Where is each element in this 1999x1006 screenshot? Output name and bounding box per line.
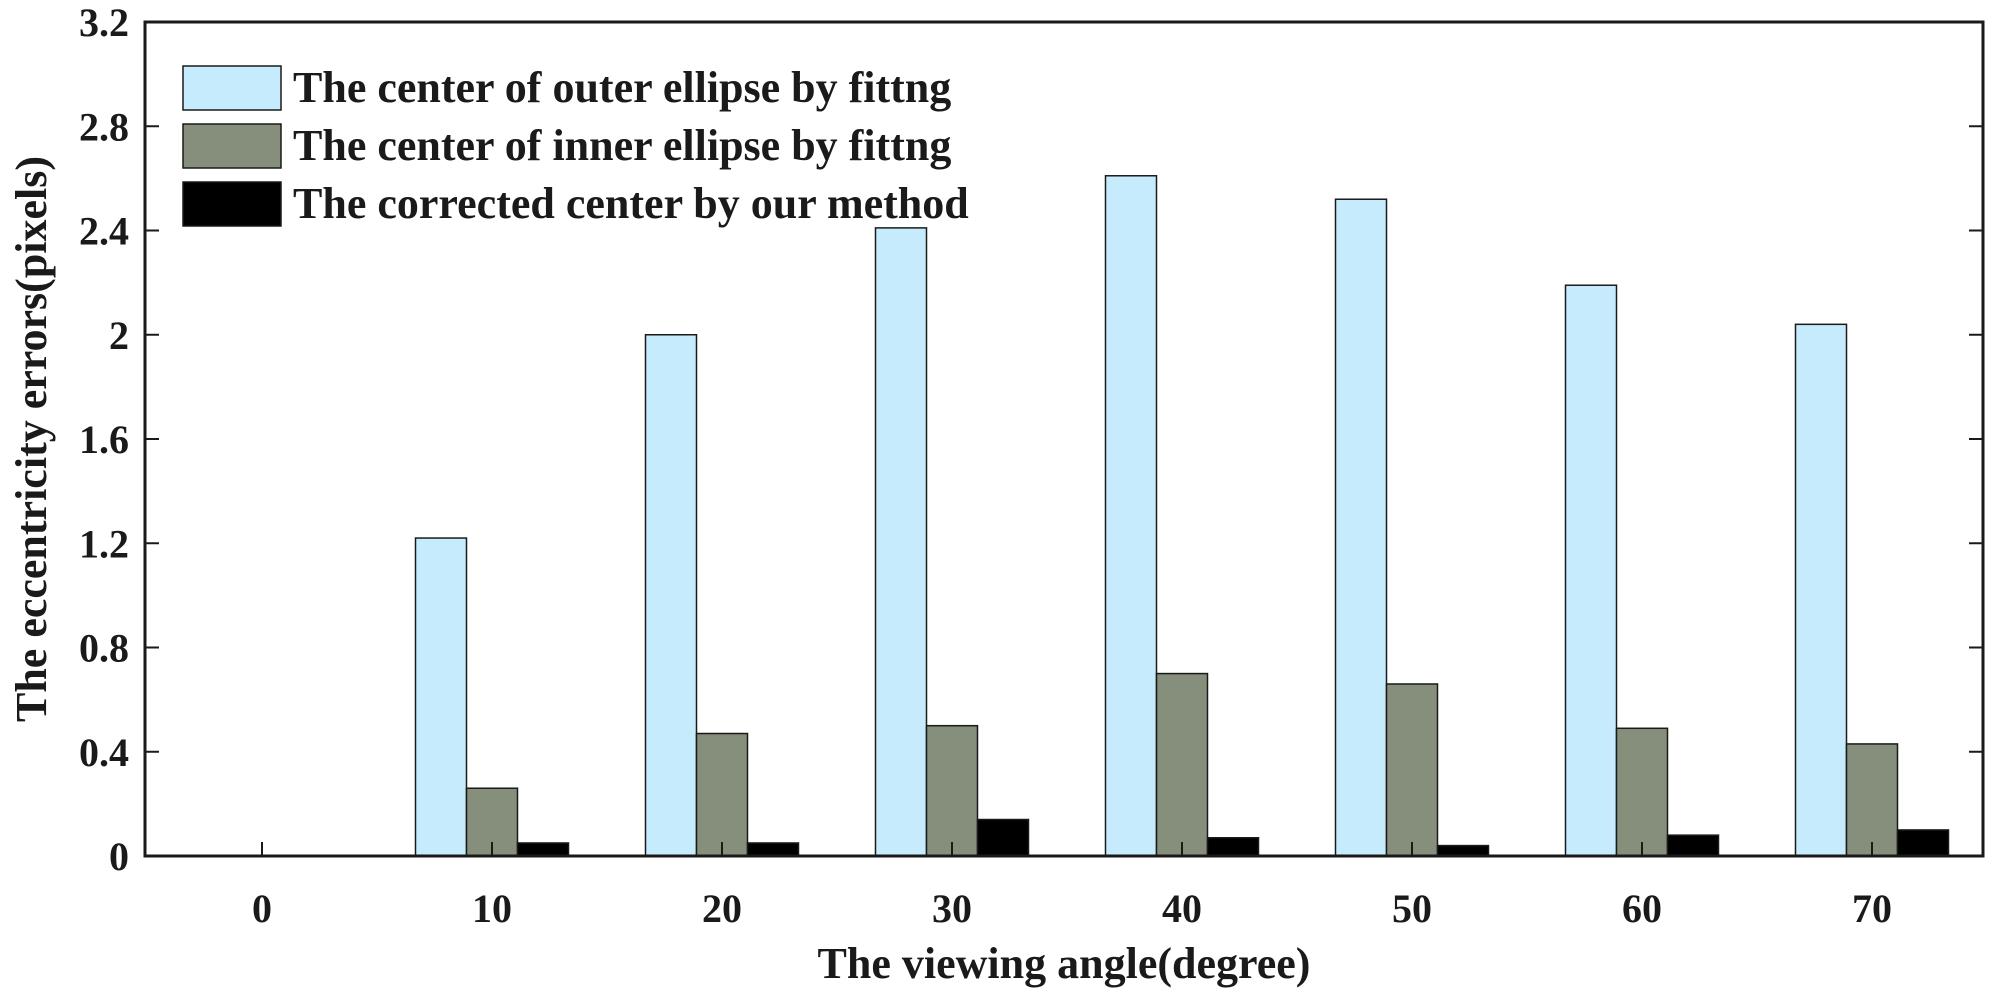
bar-1-70 [1794, 323, 1848, 857]
bar-2-30 [925, 724, 979, 857]
bars-layer [414, 175, 1950, 857]
x-tick-label: 40 [1162, 886, 1202, 931]
legend-label-3: The corrected center by our method [293, 179, 969, 228]
bar-3-50 [1436, 844, 1490, 857]
x-tick-label: 10 [472, 886, 512, 931]
legend-label-2: The center of inner ellipse by fittng [293, 121, 951, 170]
bar-3-70 [1896, 829, 1950, 857]
x-tick-label: 20 [702, 886, 742, 931]
bar-1-60 [1564, 284, 1618, 857]
x-tick-label: 50 [1392, 886, 1432, 931]
legend: The center of outer ellipse by fittng The… [182, 63, 969, 228]
y-tick-label: 0 [109, 834, 129, 879]
x-tick-label: 60 [1622, 886, 1662, 931]
bar-2-40 [1155, 672, 1209, 857]
y-tick-label: 1.2 [79, 521, 129, 566]
y-tick-label: 2 [109, 313, 129, 358]
bar-2-20 [695, 732, 749, 857]
y-axis-title: The eccentricity errors(pixels) [7, 156, 56, 722]
y-tick-label: 0.8 [79, 626, 129, 671]
y-tick-label: 2.8 [79, 104, 129, 149]
y-tick-label: 1.6 [79, 417, 129, 462]
bar-2-60 [1615, 727, 1669, 857]
legend-label-1: The center of outer ellipse by fittng [293, 63, 951, 112]
bar-1-20 [644, 334, 698, 857]
bar-1-40 [1104, 175, 1158, 857]
bar-3-10 [516, 842, 570, 857]
x-tick-label: 0 [252, 886, 272, 931]
legend-swatch-3 [182, 181, 282, 227]
x-axis-title: The viewing angle(degree) [818, 939, 1311, 988]
bar-2-70 [1845, 743, 1899, 857]
y-tick-label: 3.2 [79, 0, 129, 45]
bar-3-40 [1206, 837, 1260, 857]
bar-1-50 [1334, 198, 1388, 857]
legend-swatch-1 [182, 65, 282, 111]
bar-1-10 [414, 537, 468, 857]
y-tick-label: 2.4 [79, 209, 129, 254]
legend-swatch-2 [182, 123, 282, 169]
x-tick-label: 70 [1852, 886, 1892, 931]
ticks-layer: 0 0.4 0.8 1.2 1.6 2 2.4 2.8 3.2 0 10 20 30 40 50 60 70 [79, 0, 1983, 931]
bar-3-60 [1666, 834, 1720, 857]
bar-3-30 [976, 818, 1030, 857]
bar-3-20 [746, 842, 800, 857]
y-tick-label: 0.4 [79, 730, 129, 775]
bar-2-50 [1385, 683, 1439, 857]
bar-1-30 [874, 227, 928, 857]
x-tick-label: 30 [932, 886, 972, 931]
